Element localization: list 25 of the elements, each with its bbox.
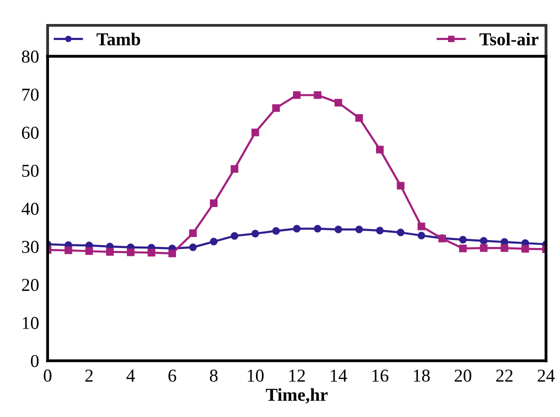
y-tick-label: 80: [22, 50, 39, 63]
y-tick-label: 40: [22, 202, 39, 215]
y-tick-label: 0: [30, 354, 39, 368]
x-tick-label: 6: [168, 370, 176, 382]
x-tick-label: 2: [85, 370, 93, 382]
y-tick-label: 60: [22, 126, 39, 139]
y-tick-label: 30: [22, 240, 39, 253]
legend-label: Tsol-air: [480, 32, 538, 46]
legend-label: Tamb: [96, 32, 140, 46]
y-tick-label: 50: [22, 164, 39, 177]
y-tick-label: 70: [22, 88, 39, 101]
y-tick-label: 10: [22, 316, 39, 330]
x-tick-label: 0: [44, 370, 52, 382]
x-tick-label: 10: [248, 370, 264, 382]
x-tick-label: 24: [538, 370, 555, 382]
x-tick-label: 18: [414, 370, 430, 382]
x-axis-title: Time,hr: [266, 388, 328, 404]
x-tick-label: 8: [210, 370, 218, 382]
y-tick-label: 20: [22, 278, 39, 292]
x-tick-label: 22: [496, 370, 512, 382]
x-tick-label: 14: [330, 370, 348, 382]
x-tick-label: 12: [289, 370, 305, 382]
x-tick-label: 16: [372, 370, 388, 382]
x-tick-label: 4: [126, 370, 135, 382]
x-tick-label: 20: [454, 370, 472, 382]
